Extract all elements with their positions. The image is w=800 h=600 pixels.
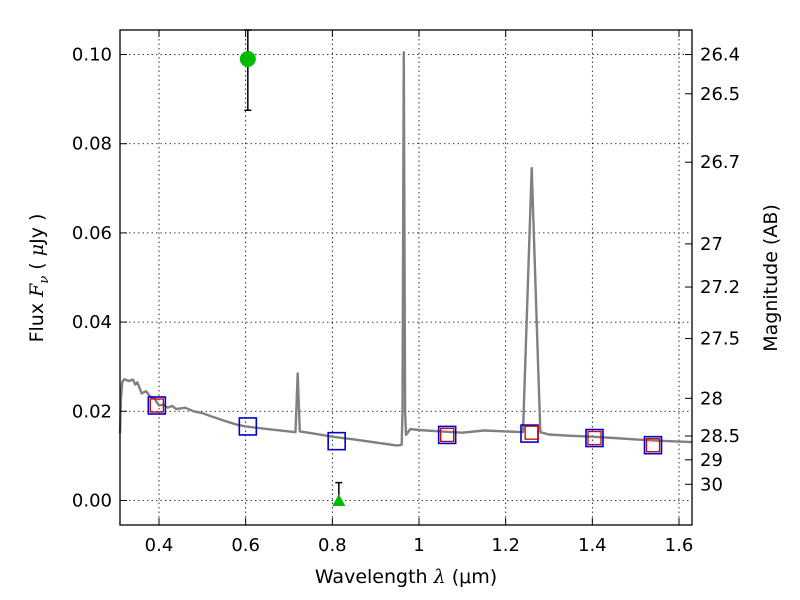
x-tick-label: 0.4	[145, 535, 174, 556]
model-square	[645, 438, 661, 453]
axis-ticks: 0.4 0.6 0.8 1 1.2 1.4 1.6 0.00 0.02 0.04 0.06 0.08 0…	[72, 30, 740, 556]
y-tick-label: 0.02	[72, 401, 112, 422]
y2-tick-label: 28	[700, 388, 723, 409]
spectrum-line	[118, 51, 693, 447]
y2-tick-label: 30	[700, 474, 723, 495]
y-tick-label: 0.04	[72, 312, 112, 333]
observed-square	[437, 425, 457, 445]
photometry-markers	[147, 29, 663, 506]
y2-tick-label: 27.5	[700, 329, 740, 350]
observed-square	[327, 431, 346, 451]
y-axis-label: Flux Fν ( μJy )	[26, 214, 52, 343]
x-tick-label: 1.6	[665, 535, 694, 556]
y2-tick-label: 26.4	[700, 45, 740, 66]
model-square	[524, 425, 539, 440]
y2-tick-label: 26.5	[700, 84, 740, 105]
y-tick-label: 0.00	[72, 490, 112, 511]
y2-axis-label: Magnitude (AB)	[760, 204, 782, 352]
y2-tick-label: 27	[700, 234, 723, 255]
x-tick-label: 1.2	[491, 535, 520, 556]
x-tick-label: 0.8	[318, 535, 347, 556]
model-spectrum	[118, 51, 693, 447]
observed-square	[147, 396, 167, 415]
y2-tick-label: 26.7	[700, 152, 740, 173]
plot-frame	[119, 29, 693, 526]
y2-tick-label: 27.2	[700, 277, 740, 298]
model-square	[149, 398, 164, 413]
observed-square	[238, 417, 258, 436]
grid-lines	[120, 30, 692, 525]
y-tick-label: 0.06	[72, 223, 112, 244]
y2-tick-label: 29	[700, 450, 723, 471]
upper-limit-point	[332, 493, 346, 506]
x-tick-label: 1.4	[578, 535, 607, 556]
y2-tick-label: 28.5	[700, 426, 740, 447]
y-tick-label: 0.10	[72, 45, 112, 66]
x-tick-label: 0.6	[231, 535, 260, 556]
model-square	[587, 430, 602, 446]
y-tick-label: 0.08	[72, 134, 112, 155]
x-axis-label: Wavelength λ (μm)	[315, 566, 497, 588]
model-square	[440, 427, 455, 443]
x-tick-label: 1	[413, 535, 424, 556]
detection-point	[239, 50, 256, 67]
observed-square	[643, 435, 663, 455]
observed-square	[585, 428, 604, 448]
